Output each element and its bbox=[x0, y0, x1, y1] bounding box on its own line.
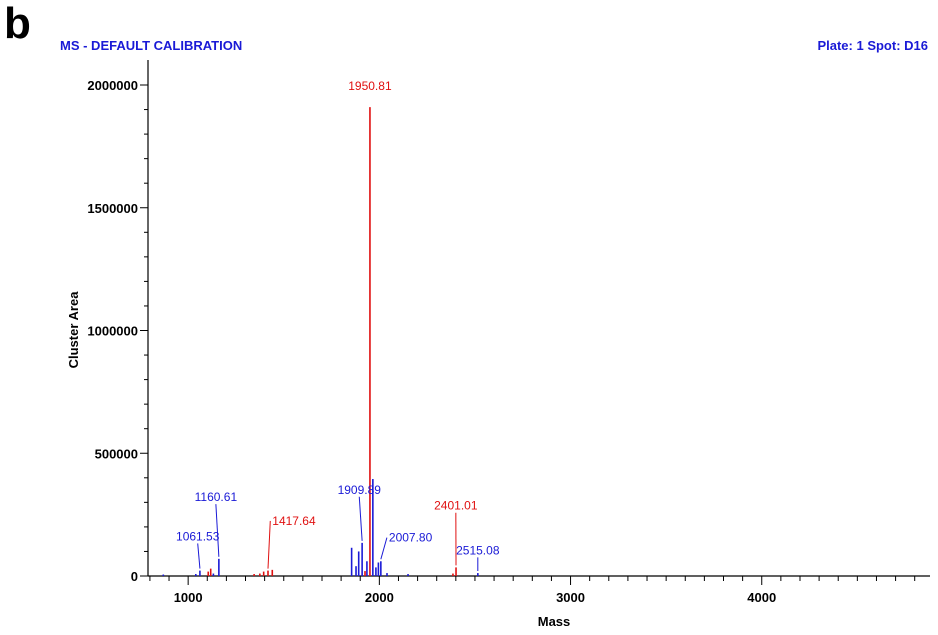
peak-annotations: 1950.81 1160.61 1061.53 1417.64 1909.89 2007.… bbox=[176, 79, 500, 572]
x-axis-label: Mass bbox=[538, 614, 571, 629]
peak-label: 2401.01 bbox=[434, 499, 478, 513]
header-title: MS - DEFAULT CALIBRATION bbox=[60, 38, 242, 53]
annotation-leader bbox=[197, 543, 201, 569]
x-tick-label: 3000 bbox=[556, 590, 585, 605]
annotation-leader bbox=[358, 496, 363, 541]
y-axis-ticks: 0 500000 1000000 1500000 2000000 bbox=[87, 78, 148, 584]
y-tick-label: 500000 bbox=[95, 446, 138, 461]
annotation-leader bbox=[267, 520, 271, 569]
peak-label: 1950.81 bbox=[348, 79, 392, 93]
y-tick-label: 1000000 bbox=[87, 324, 138, 339]
peak-label: 1909.89 bbox=[338, 483, 382, 497]
x-tick-label: 2000 bbox=[365, 590, 394, 605]
panel-letter: b bbox=[4, 0, 31, 48]
y-tick-label: 2000000 bbox=[87, 78, 138, 93]
x-axis-ticks: 1000 2000 3000 4000 bbox=[149, 576, 916, 605]
x-tick-label: 4000 bbox=[747, 590, 776, 605]
peak-label: 2007.80 bbox=[389, 531, 433, 545]
header-plate-spot: Plate: 1 Spot: D16 bbox=[817, 38, 928, 53]
peak-label: 1417.64 bbox=[272, 514, 316, 528]
annotation-leader bbox=[380, 537, 388, 560]
peaks bbox=[162, 107, 479, 576]
peak-label: 1160.61 bbox=[195, 490, 238, 504]
x-tick-label: 1000 bbox=[174, 590, 203, 605]
peak-label: 2515.08 bbox=[456, 543, 500, 557]
annotation-leader bbox=[215, 504, 220, 557]
y-axis-label: Cluster Area bbox=[66, 291, 81, 369]
y-tick-label: 0 bbox=[131, 569, 138, 584]
peak-label: 1061.53 bbox=[176, 529, 220, 543]
y-tick-label: 1500000 bbox=[87, 201, 138, 216]
axes bbox=[147, 60, 930, 577]
